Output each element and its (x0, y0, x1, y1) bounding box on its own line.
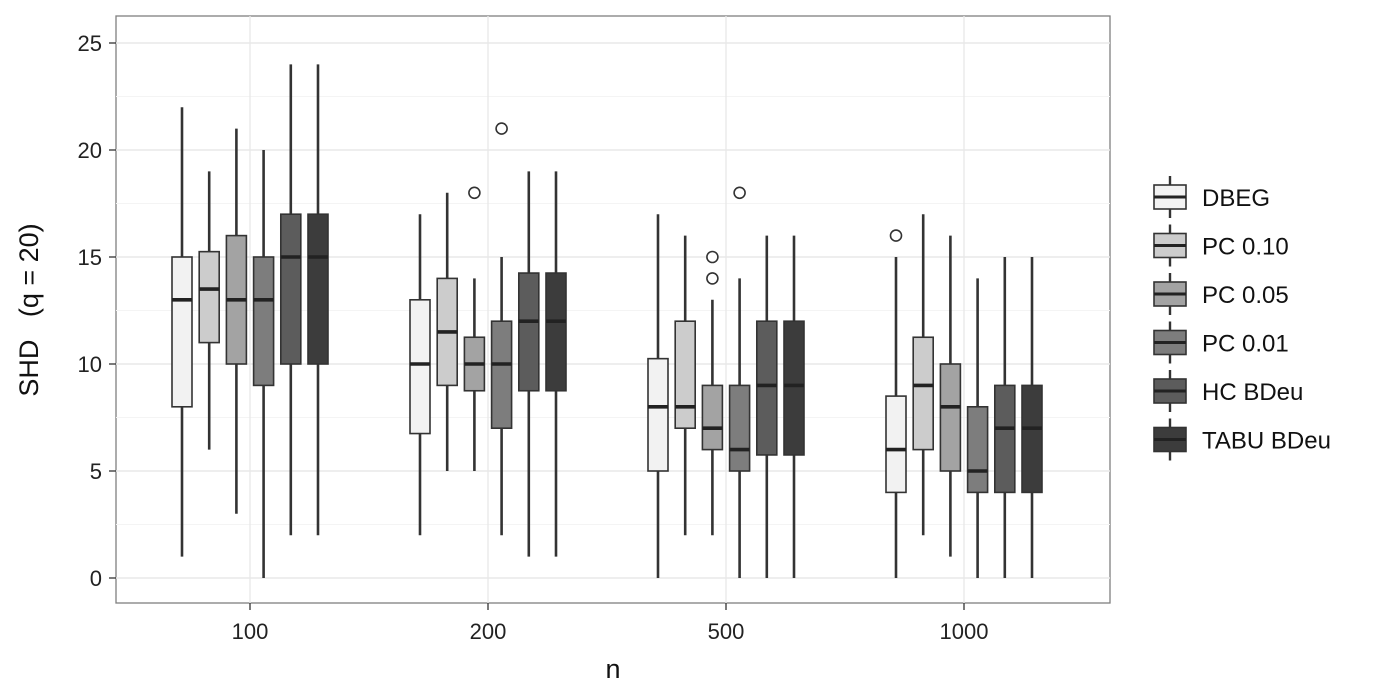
box-tabu-bdeu-100 (307, 64, 329, 536)
outlier-point (733, 186, 746, 200)
legend-label: PC 0.10 (1202, 234, 1289, 261)
box-hc-bdeu-500 (755, 235, 778, 578)
outlier-point (706, 272, 719, 285)
box-body (198, 250, 220, 344)
box-body (939, 363, 962, 472)
axis-layer: 0 5 10 15 20 25 100 200 500 1000 (78, 31, 989, 644)
box-body (307, 213, 329, 365)
box-pc-0-01-1000 (966, 278, 989, 578)
box-hc-bdeu-100 (279, 64, 302, 536)
box-body (545, 272, 567, 392)
box-pc-0-01-500 (728, 186, 751, 578)
legend: DBEG PC 0.10 PC 0.05 PC 0.01 HC BDeu TABU BDe… (1153, 176, 1331, 461)
y-tick-label: 10 (78, 352, 102, 377)
outlier-point (495, 122, 508, 135)
box-body (279, 213, 302, 365)
legend-label: PC 0.05 (1202, 282, 1289, 309)
y-tick-label: 0 (90, 566, 102, 591)
box-body (755, 320, 778, 456)
box-tabu-bdeu-500 (783, 235, 805, 578)
x-axis-title: n (605, 654, 620, 684)
outlier-point (706, 250, 719, 264)
box-pc-0-10-100 (198, 171, 220, 450)
legend-label: TABU BDeu (1202, 428, 1331, 455)
box-pc-0-05-1000 (939, 235, 962, 557)
box-tabu-bdeu-200 (545, 171, 567, 557)
box-body (647, 357, 669, 472)
legend-item-hc-bdeu: HC BDeu (1153, 370, 1303, 412)
box-pc-0-05-200 (463, 186, 486, 471)
box-dbeg-200 (409, 214, 431, 536)
y-tick-label: 20 (78, 138, 102, 163)
legend-item-pc-0-01: PC 0.01 (1153, 321, 1289, 364)
box-pc-0-05-100 (225, 128, 248, 514)
box-body (728, 384, 751, 472)
legend-label: DBEG (1202, 185, 1270, 212)
box-dbeg-500 (647, 214, 669, 578)
box-body (966, 405, 989, 494)
legend-item-pc-0-10: PC 0.10 (1153, 224, 1289, 267)
x-tick-label: 1000 (940, 619, 989, 644)
box-pc-0-05-500 (701, 250, 724, 536)
box-body (993, 384, 1016, 494)
y-tick-label: 15 (78, 245, 102, 270)
legend-item-tabu-bdeu: TABU BDeu (1153, 418, 1331, 461)
y-tick-label: 25 (78, 31, 102, 56)
box-body (517, 272, 540, 392)
box-pc-0-01-200 (490, 122, 513, 536)
box-dbeg-100 (171, 107, 193, 557)
box-pc-0-10-500 (674, 235, 697, 536)
box-pc-0-01-100 (252, 150, 275, 578)
x-tick-label: 200 (470, 619, 507, 644)
box-body (171, 256, 193, 408)
box-body (783, 320, 805, 456)
y-axis-title: SHD (q = 20) (14, 223, 44, 396)
legend-item-dbeg: DBEG (1153, 176, 1270, 218)
box-hc-bdeu-1000 (993, 257, 1016, 578)
x-tick-label: 100 (232, 619, 269, 644)
box-body (409, 298, 431, 435)
legend-label: PC 0.01 (1202, 331, 1289, 358)
box-dbeg-1000 (885, 229, 907, 578)
box-body (674, 320, 697, 430)
box-hc-bdeu-200 (517, 171, 540, 557)
legend-label: HC BDeu (1202, 379, 1303, 406)
outlier-point (889, 229, 903, 242)
y-tick-label: 5 (90, 459, 102, 484)
legend-item-pc-0-05: PC 0.05 (1153, 273, 1289, 315)
box-body (490, 320, 513, 430)
box-pc-0-10-1000 (912, 214, 935, 536)
box-body (912, 336, 935, 451)
box-body (252, 256, 275, 387)
box-pc-0-10-200 (436, 192, 459, 471)
outlier-point (468, 186, 481, 200)
box-layer (171, 64, 1043, 578)
box-body (701, 384, 724, 451)
box-body (885, 395, 907, 494)
x-tick-label: 500 (708, 619, 745, 644)
box-tabu-bdeu-1000 (1021, 257, 1043, 578)
box-body (1021, 384, 1043, 494)
